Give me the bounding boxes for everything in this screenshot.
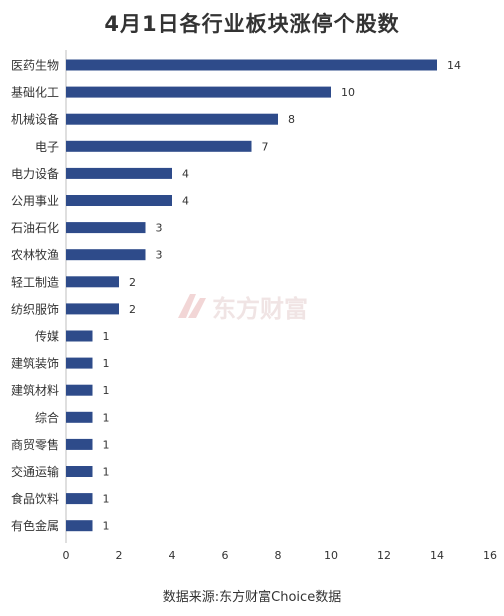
bar-11 [66, 330, 93, 342]
bar-3 [66, 113, 278, 125]
category-label: 石油石化 [11, 221, 59, 235]
data-label: 3 [156, 249, 163, 262]
bar-9 [66, 276, 119, 288]
x-tick-label: 4 [169, 549, 176, 562]
category-label: 商贸零售 [11, 437, 59, 452]
chart-title: 4月1日各行业板块涨停个股数 [104, 12, 400, 36]
category-label: 传媒 [35, 329, 59, 344]
category-label: 农林牧渔 [11, 248, 59, 262]
bar-13 [66, 384, 93, 396]
data-label: 1 [103, 466, 110, 479]
category-label: 电子 [35, 140, 59, 154]
data-label: 1 [103, 411, 110, 424]
data-label: 1 [103, 493, 110, 506]
data-label: 1 [103, 330, 110, 343]
category-label: 有色金属 [11, 518, 59, 533]
category-label: 公用事业 [11, 194, 59, 208]
bar-2 [66, 86, 331, 98]
bar-18 [66, 520, 93, 532]
bar-10 [66, 303, 119, 315]
category-label: 轻工制造 [11, 275, 59, 289]
bar-6 [66, 195, 172, 206]
x-tick-label: 14 [430, 549, 444, 562]
category-label: 基础化工 [11, 86, 59, 100]
x-tick-label: 6 [222, 549, 229, 562]
bar-5 [66, 167, 172, 179]
data-label: 4 [182, 195, 189, 208]
category-label: 医药生物 [11, 59, 59, 73]
x-tick-label: 10 [324, 549, 338, 562]
x-tick-label: 0 [63, 549, 70, 562]
category-label: 食品饮料 [11, 491, 59, 506]
data-label: 8 [288, 113, 295, 126]
data-label: 1 [103, 438, 110, 451]
category-label: 电力设备 [11, 167, 59, 181]
bar-4 [66, 140, 252, 152]
data-label: 7 [262, 140, 269, 153]
data-label: 14 [447, 59, 461, 72]
x-tick-label: 16 [483, 549, 497, 562]
bar-15 [66, 438, 93, 450]
data-label: 2 [129, 303, 136, 316]
bar-12 [66, 357, 93, 369]
bar-14 [66, 411, 93, 423]
bar-17 [66, 493, 93, 505]
data-label: 1 [103, 520, 110, 533]
category-label: 建筑装饰 [11, 356, 59, 371]
category-label: 建筑材料 [11, 383, 59, 398]
x-tick-label: 2 [116, 549, 123, 562]
data-label: 4 [182, 167, 189, 180]
data-label: 2 [129, 276, 136, 289]
data-label: 1 [103, 384, 110, 397]
bar-1 [66, 59, 437, 71]
x-tick-label: 12 [377, 549, 391, 562]
chart-source: 数据来源:东方财富Choice数据 [162, 590, 342, 605]
data-label: 1 [103, 357, 110, 370]
data-label: 3 [156, 222, 163, 235]
data-label: 10 [341, 86, 355, 99]
bar-7 [66, 222, 146, 234]
category-label: 交通运输 [11, 464, 59, 479]
x-tick-label: 8 [275, 549, 282, 562]
bar-8 [66, 249, 146, 261]
category-label: 纺织服饰 [11, 302, 59, 316]
category-label: 综合 [35, 410, 59, 425]
category-label: 机械设备 [11, 112, 59, 127]
bar-16 [66, 466, 93, 477]
